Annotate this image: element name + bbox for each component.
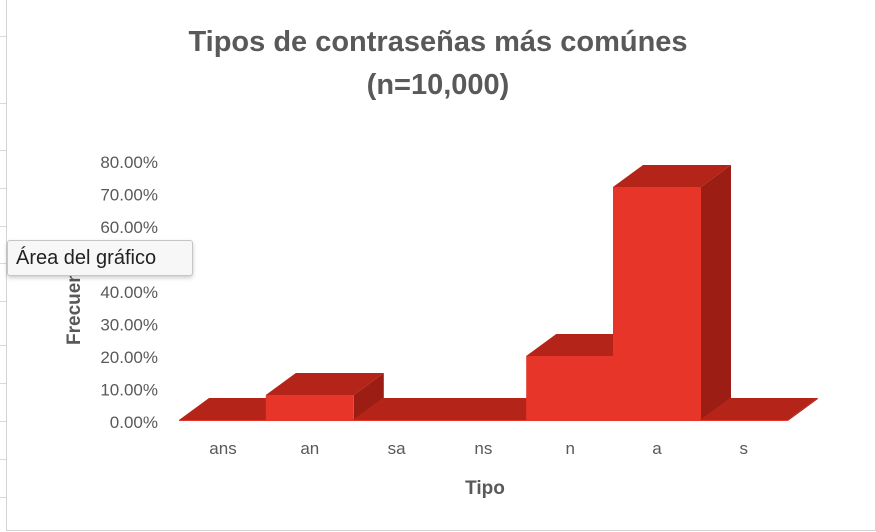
bar-top-face [352, 398, 471, 420]
x-tick-label: a [652, 439, 662, 458]
x-tick-label: ns [474, 439, 492, 458]
bar-front-face [439, 420, 528, 421]
y-tick-label: 70.00% [100, 186, 158, 205]
x-tick-label: n [565, 439, 574, 458]
chart-area-tooltip: Área del gráfico [7, 240, 193, 276]
x-tick-label: an [300, 439, 319, 458]
bar-front-face [265, 395, 354, 421]
y-tick-label: 60.00% [100, 218, 158, 237]
y-tick-label: 30.00% [100, 316, 158, 335]
bar-front-face [179, 420, 267, 421]
bar-front-face [526, 356, 615, 421]
x-tick-label: sa [388, 439, 407, 458]
bar-an[interactable] [265, 373, 384, 421]
bar-top-face [613, 165, 731, 187]
y-tick-label: 10.00% [100, 381, 158, 400]
bar-front-face [613, 187, 701, 421]
bar-side-face [787, 398, 818, 421]
x-tick-label: s [740, 439, 749, 458]
bar-side-face [701, 165, 731, 421]
x-tick-label: ans [209, 439, 236, 458]
y-tick-label: 40.00% [100, 283, 158, 302]
y-tick-label: 80.00% [100, 153, 158, 172]
bar-front-face [699, 420, 788, 421]
chart-title: Tipos de contraseñas más comúnes [188, 26, 688, 58]
bar-front-face [352, 420, 441, 421]
y-tick-label: 20.00% [100, 348, 158, 367]
x-axis-label: Tipo [465, 478, 505, 499]
bar-a[interactable] [613, 165, 731, 421]
bar-top-face [265, 373, 384, 395]
y-tick-label: 0.00% [110, 413, 158, 432]
bar-top-face [699, 398, 818, 420]
bar-side-face [353, 373, 384, 421]
chart-subtitle: (n=10,000) [366, 69, 510, 101]
bar-s[interactable] [699, 398, 818, 421]
